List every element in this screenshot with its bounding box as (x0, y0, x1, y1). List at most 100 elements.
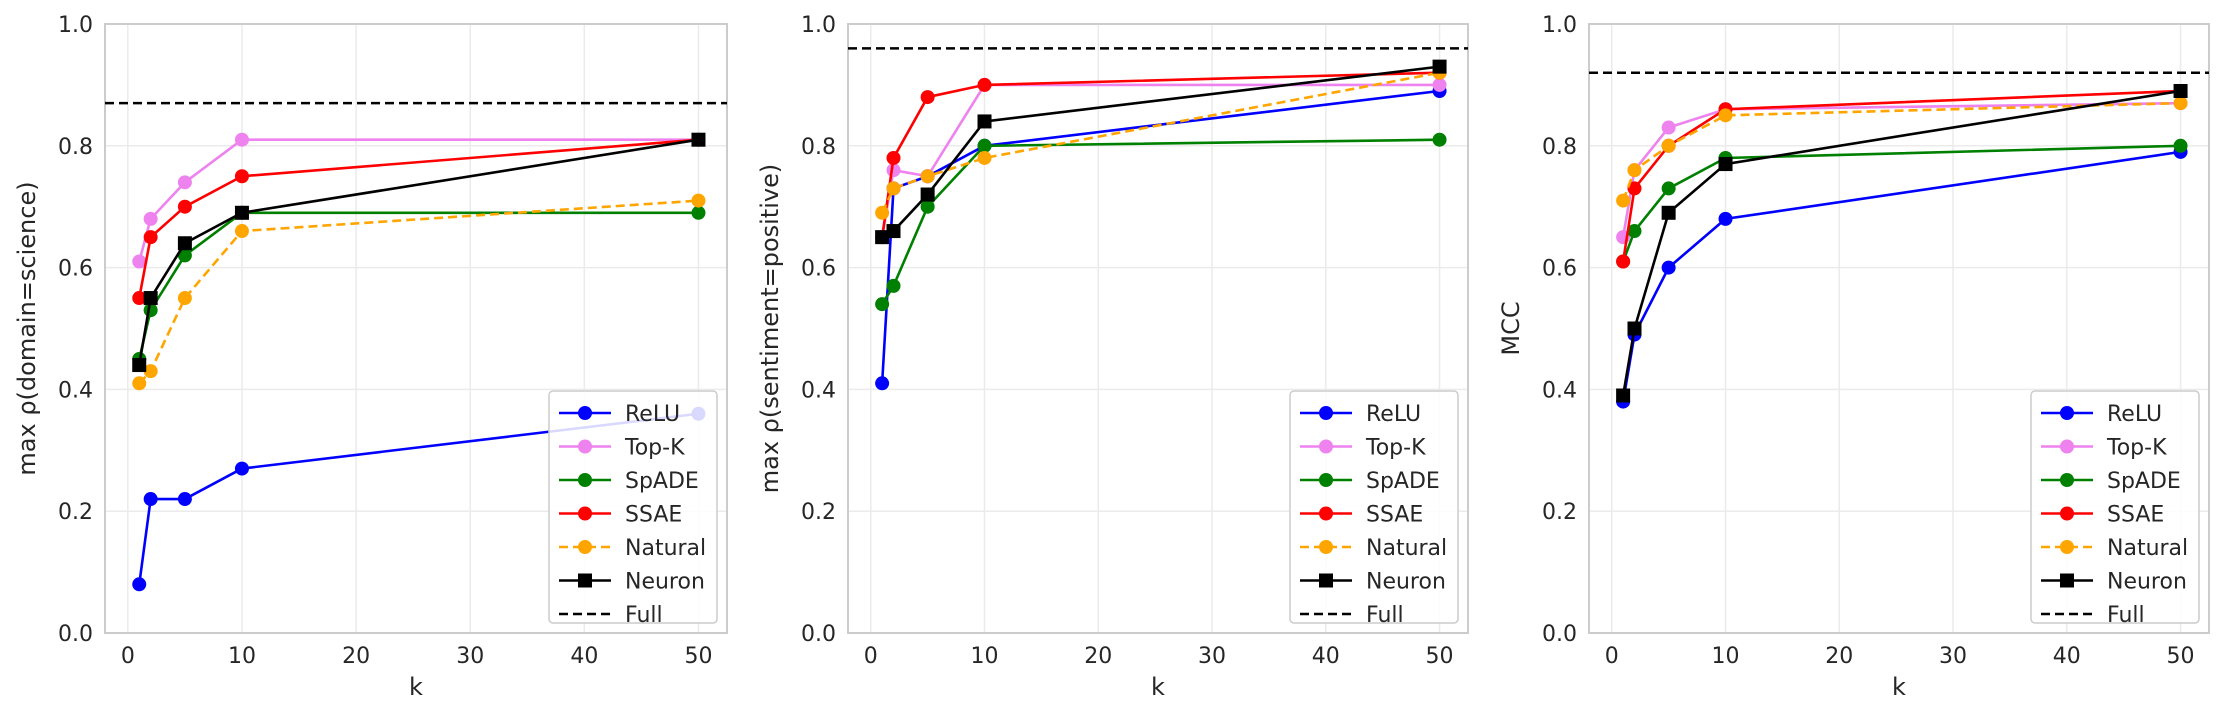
data-point (132, 577, 147, 592)
y-tick-label: 1.0 (58, 13, 93, 38)
chart-panel-3: 0 10 20 30 40 50 0.0 0.2 0.4 0.6 0.8 1.0 k MCC ReLU Top… (1497, 13, 2210, 701)
legend-label: Natural (2107, 536, 2188, 561)
legend-swatch-marker (578, 540, 592, 554)
data-point (2173, 138, 2188, 153)
y-tick-label: 0.2 (1542, 500, 1577, 525)
data-point (1432, 132, 1447, 147)
y-tick-label: 0.0 (1542, 622, 1577, 647)
x-axis-label: k (1892, 673, 1906, 701)
data-point (1661, 181, 1676, 196)
data-point (234, 461, 249, 476)
data-point (886, 224, 901, 239)
legend-swatch-marker (1319, 439, 1333, 454)
data-point (1616, 254, 1631, 269)
legend-swatch-marker (578, 439, 592, 454)
data-point (1616, 388, 1631, 403)
data-point (977, 138, 992, 153)
data-point (177, 236, 192, 251)
y-tick-label: 0.6 (801, 257, 836, 282)
axes-frame (1588, 23, 2210, 634)
legend-label: Natural (625, 536, 706, 561)
legend-swatch-marker (578, 506, 592, 521)
data-point (132, 376, 147, 391)
legend-swatch-marker (1319, 406, 1333, 420)
x-tick-label: 10 (228, 644, 256, 669)
y-tick-label: 1.0 (801, 13, 836, 38)
y-tick-label: 1.0 (1542, 13, 1577, 38)
series-line (880, 89, 1440, 384)
data-point (920, 187, 935, 202)
y-tick-label: 0.4 (58, 378, 93, 403)
data-point (920, 90, 935, 105)
series-ssae (875, 65, 1447, 245)
legend-label: Neuron (2107, 570, 2187, 595)
x-tick-label: 20 (1084, 644, 1112, 669)
data-point (132, 358, 147, 373)
data-point (886, 278, 901, 293)
legend: ReLU Top-K SpADE SSAE Natural Neuron Full (2030, 390, 2200, 628)
y-tick-label: 0.6 (1542, 257, 1577, 282)
series-line (1621, 101, 2181, 238)
data-point (1661, 138, 1676, 153)
legend-label: Neuron (1366, 570, 1446, 595)
legend-label: SSAE (1366, 503, 1423, 528)
data-point (1661, 120, 1676, 135)
data-point (1627, 181, 1642, 196)
y-axis-label: max ρ(sentiment=positive) (756, 164, 784, 493)
y-tick-label: 0.8 (58, 135, 93, 160)
data-point (2173, 83, 2188, 98)
legend: ReLU Top-K SpADE SSAE Natural Neuron Full (548, 390, 718, 628)
series-spade (1616, 138, 2188, 269)
series-relu (875, 83, 1447, 391)
x-tick-label: 40 (1312, 644, 1340, 669)
legend-label: SSAE (2107, 503, 2164, 528)
legend-swatch-marker (2060, 506, 2074, 521)
x-tick-label: 10 (1712, 644, 1740, 669)
legend-swatch-marker (2060, 439, 2074, 454)
series-line (138, 199, 699, 385)
data-point (1661, 205, 1676, 220)
x-tick-label: 50 (1426, 644, 1454, 669)
data-point (143, 230, 158, 245)
series-top-k (875, 77, 1447, 245)
legend-label: Neuron (625, 570, 705, 595)
data-point (132, 254, 147, 269)
data-point (1627, 163, 1642, 178)
data-point (1616, 193, 1631, 208)
data-point (177, 175, 192, 190)
data-point (177, 492, 192, 507)
series-line (137, 138, 699, 262)
data-point (177, 199, 192, 214)
data-point (691, 193, 706, 208)
y-tick-label: 0.2 (58, 500, 93, 525)
x-tick-label: 50 (2167, 644, 2195, 669)
x-tick-label: 50 (684, 644, 712, 669)
x-tick-label: 40 (570, 644, 598, 669)
legend-label: ReLU (1366, 402, 1421, 427)
series-line (137, 138, 699, 299)
legend-swatch-marker (578, 473, 592, 487)
data-point (920, 169, 935, 184)
legend-label: SpADE (1366, 469, 1440, 494)
series-neuron (875, 59, 1447, 245)
y-tick-label: 0.0 (801, 622, 836, 647)
data-point (177, 291, 192, 306)
data-point (977, 150, 992, 165)
legend-swatch-marker (2060, 573, 2074, 588)
y-axis-label: MCC (1497, 301, 1525, 355)
data-point (1718, 211, 1733, 226)
data-point (2173, 96, 2188, 111)
x-tick-label: 30 (456, 644, 484, 669)
y-tick-label: 0.8 (1542, 135, 1577, 160)
data-point (132, 291, 147, 306)
x-tick-label: 0 (864, 644, 878, 669)
series-line (881, 65, 1440, 239)
legend-swatch-marker (578, 573, 592, 588)
y-tick-label: 0.2 (801, 500, 836, 525)
y-tick-label: 0.4 (801, 378, 836, 403)
series-line (1621, 89, 2181, 396)
y-tick-label: 0.0 (58, 622, 93, 647)
data-point (1627, 224, 1642, 239)
x-tick-label: 30 (1198, 644, 1226, 669)
